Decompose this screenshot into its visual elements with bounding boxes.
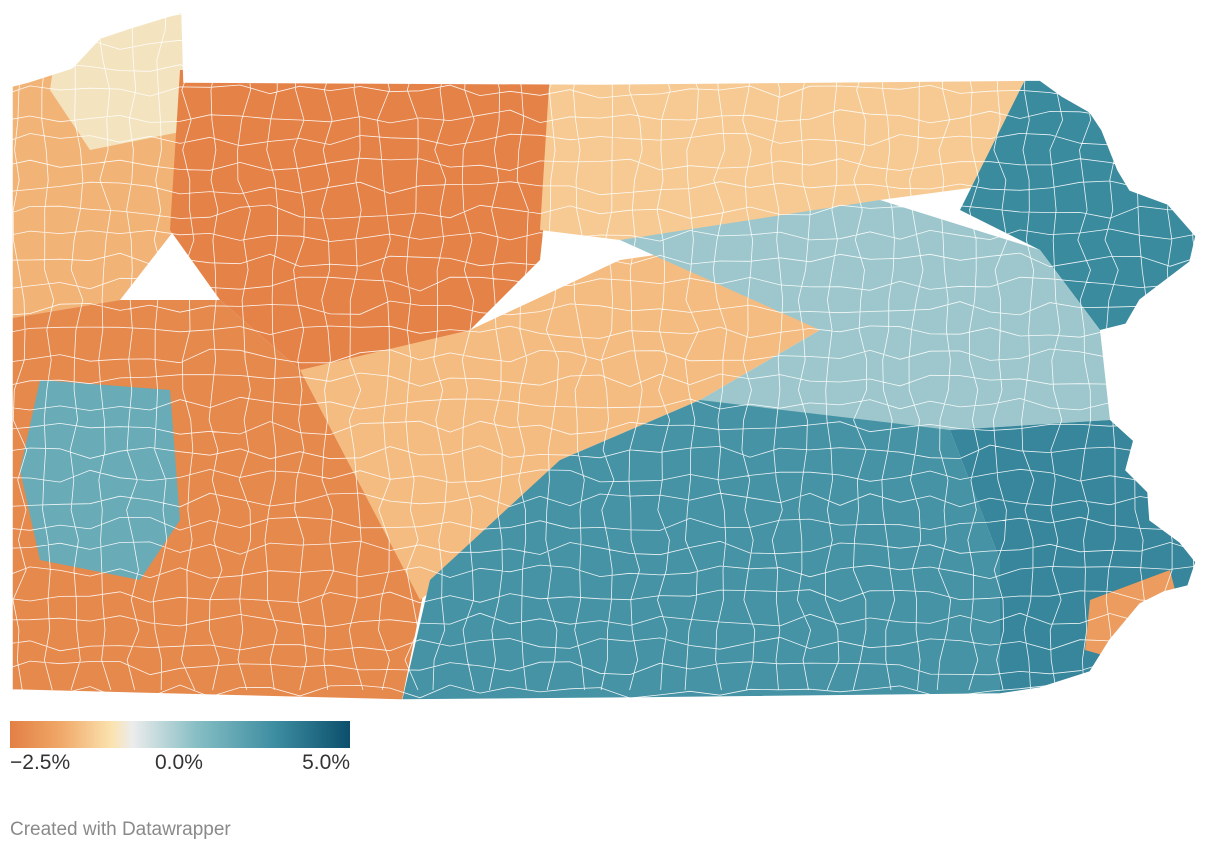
color-legend: −2.5% 0.0% 5.0% [10,721,350,781]
legend-min-label: −2.5% [10,751,71,774]
legend-mid-label: 0.0% [155,751,203,774]
map-zones [12,12,1196,700]
legend-gradient-bar [10,721,350,748]
zone-central-valley [620,200,1110,430]
choropleth-map [11,10,1197,701]
legend-max-label: 5.0% [302,751,350,774]
zone-northeast-poconos [960,70,1196,330]
map-svg [11,10,1197,701]
datawrapper-credit: Created with Datawrapper [10,819,231,840]
zone-central-ridges [300,240,820,600]
zone-pittsburgh-core [20,380,180,580]
zone-northern-tier-east [540,70,1060,240]
zone-north-central-forest [170,70,560,380]
state-outline [11,10,1197,701]
